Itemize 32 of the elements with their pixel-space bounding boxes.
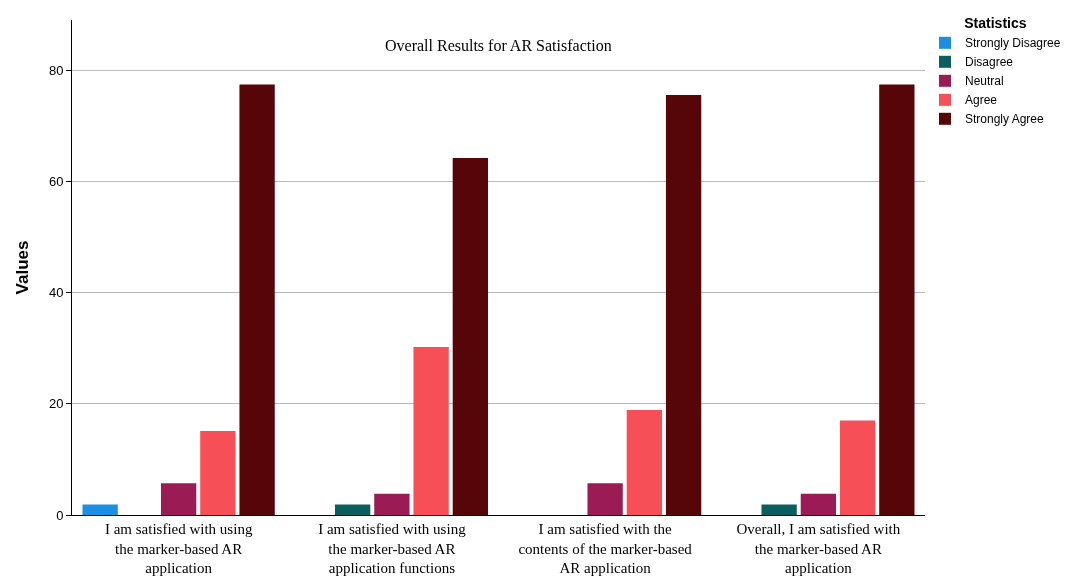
- bar: [839, 420, 876, 515]
- bar: [374, 493, 410, 515]
- y-axis-title: Values: [13, 240, 32, 295]
- y-tick-label: 20: [48, 396, 64, 412]
- y-tick-label: 80: [48, 62, 64, 78]
- bar: [239, 84, 275, 515]
- y-tick-label: 0: [56, 507, 64, 523]
- bar: [626, 409, 663, 515]
- legend-label: Strongly Disagree: [965, 36, 1061, 51]
- bar: [413, 347, 449, 515]
- bar: [761, 504, 797, 515]
- bar: [800, 493, 837, 515]
- x-tick-label: I am satisfied with the contents of the marker-based AR application: [518, 521, 693, 576]
- bar: [587, 483, 623, 515]
- text: Overall Results for AR Satisfaction: [385, 37, 612, 54]
- bar: [200, 431, 236, 515]
- y-tick-label: 60: [48, 173, 64, 189]
- legend-title: Statistics: [964, 15, 1027, 32]
- bar: [665, 95, 702, 515]
- bar: [82, 504, 118, 515]
- legend-label: Agree: [965, 93, 998, 108]
- x-tick-label: Overall, I am satisfied with the marker-based AR application: [736, 521, 901, 576]
- bar: [160, 483, 197, 515]
- bar: [334, 504, 371, 515]
- x-tick-label: I am satisfied with using the marker-based AR application: [104, 521, 253, 576]
- legend-label: Strongly Agree: [965, 112, 1045, 127]
- y-tick-label: 40: [48, 285, 64, 301]
- legend-label: Neutral: [965, 74, 1004, 89]
- bar: [879, 84, 915, 515]
- bar: [452, 157, 489, 515]
- x-tick-label: I am satisfied with using the marker-based AR application functions: [318, 521, 467, 576]
- legend-label: Disagree: [965, 55, 1014, 70]
